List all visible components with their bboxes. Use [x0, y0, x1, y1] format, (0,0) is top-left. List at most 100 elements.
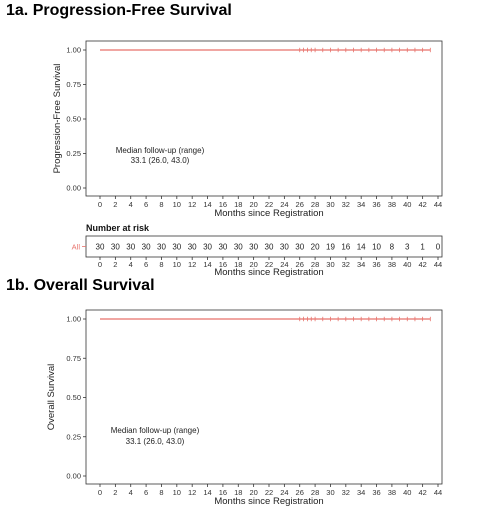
a-x-tick-label: 30 [326, 200, 334, 209]
risk-count: 19 [326, 243, 335, 252]
risk-count: 30 [142, 243, 151, 252]
b-x-tick-label: 8 [159, 488, 163, 497]
a-x-tick-label: 10 [173, 200, 181, 209]
risk-table-strata-label: All [72, 243, 81, 252]
a-x-tick-label: 42 [418, 200, 426, 209]
risk-x-tick-label: 44 [434, 260, 442, 269]
b-x-tick-label: 30 [326, 488, 334, 497]
risk-count: 30 [96, 243, 105, 252]
b-x-tick-label: 28 [311, 488, 319, 497]
b-x-tick-label: 20 [249, 488, 257, 497]
b-x-tick-label: 26 [296, 488, 304, 497]
a-y-tick-label: 0.75 [66, 80, 81, 89]
a-x-tick-label: 22 [265, 200, 273, 209]
risk-count: 30 [111, 243, 120, 252]
risk-count: 14 [357, 243, 366, 252]
risk-count: 30 [172, 243, 181, 252]
b-y-tick-label: 0.50 [66, 393, 81, 402]
risk-x-tick-label: 34 [357, 260, 365, 269]
b-x-tick-label: 14 [203, 488, 211, 497]
risk-x-tick-label: 38 [388, 260, 396, 269]
risk-x-tick-label: 26 [296, 260, 304, 269]
b-y-tick-label: 0.00 [66, 472, 81, 481]
risk-count: 30 [234, 243, 243, 252]
a-x-tick-label: 24 [280, 200, 288, 209]
pfs-y-axis-label: Progression-Free Survival [52, 64, 63, 174]
a-x-tick-label: 6 [144, 200, 148, 209]
a-x-tick-label: 16 [219, 200, 227, 209]
a-x-tick-label: 28 [311, 200, 319, 209]
b-y-tick-label: 1.00 [66, 315, 81, 324]
risk-x-tick-label: 4 [129, 260, 133, 269]
os-plot: 0.000.250.500.751.000 2 4 6 8 10 12 14 16 18 20 22 2… [46, 309, 443, 507]
b-x-tick-label: 44 [434, 488, 442, 497]
risk-x-tick-label: 8 [159, 260, 163, 269]
panel-b-title: 1b. Overall Survival [6, 277, 155, 294]
risk-count: 30 [203, 243, 212, 252]
os-plot-frame [85, 309, 443, 485]
os-x-axis-label: Months since Registration [214, 496, 323, 507]
a-y-tick-label: 0.00 [66, 184, 81, 193]
risk-count: 3 [405, 243, 410, 252]
b-x-tick-label: 38 [388, 488, 396, 497]
risk-count: 30 [265, 243, 274, 252]
risk-count: 30 [280, 243, 289, 252]
risk-count: 0 [436, 243, 441, 252]
a-x-tick-label: 18 [234, 200, 242, 209]
b-y-tick-label: 0.25 [66, 432, 81, 441]
b-x-tick-label: 6 [144, 488, 148, 497]
a-x-tick-label: 20 [249, 200, 257, 209]
b-x-tick-label: 24 [280, 488, 288, 497]
b-x-tick-label: 36 [372, 488, 380, 497]
risk-x-tick-label: 2 [113, 260, 117, 269]
a-x-tick-label: 44 [434, 200, 442, 209]
risk-count: 16 [341, 243, 350, 252]
a-y-tick-label: 1.00 [66, 46, 81, 55]
risk-x-tick-label: 14 [203, 260, 211, 269]
risk-table: Number at risk All 30 30 30 30 30 30 30 30 30 30 3… [72, 223, 443, 278]
b-x-tick-label: 42 [418, 488, 426, 497]
risk-x-tick-label: 24 [280, 260, 288, 269]
risk-x-tick-label: 6 [144, 260, 148, 269]
os-annotation-line2: 33.1 (26.0, 43.0) [126, 437, 185, 446]
a-x-tick-label: 2 [113, 200, 117, 209]
risk-x-tick-label: 30 [326, 260, 334, 269]
b-x-tick-label: 32 [342, 488, 350, 497]
b-x-tick-label: 34 [357, 488, 365, 497]
b-x-tick-label: 2 [113, 488, 117, 497]
risk-x-tick-label: 36 [372, 260, 380, 269]
b-x-tick-label: 22 [265, 488, 273, 497]
b-x-tick-label: 0 [98, 488, 102, 497]
a-x-tick-label: 8 [159, 200, 163, 209]
os-annotation-line1: Median follow-up (range) [111, 426, 200, 435]
pfs-plot-frame [85, 40, 443, 197]
risk-count: 30 [249, 243, 258, 252]
risk-x-tick-label: 28 [311, 260, 319, 269]
b-x-tick-label: 40 [403, 488, 411, 497]
risk-x-tick-label: 16 [219, 260, 227, 269]
a-x-tick-label: 36 [372, 200, 380, 209]
risk-x-tick-label: 22 [265, 260, 273, 269]
a-x-tick-label: 38 [388, 200, 396, 209]
a-x-tick-label: 40 [403, 200, 411, 209]
risk-count: 1 [420, 243, 425, 252]
panel-a-title: 1a. Progression-Free Survival [6, 2, 232, 19]
risk-count: 8 [390, 243, 395, 252]
risk-x-tick-label: 10 [173, 260, 181, 269]
os-y-axis-label: Overall Survival [46, 364, 57, 431]
pfs-annotation-line1: Median follow-up (range) [116, 146, 205, 155]
a-x-tick-label: 34 [357, 200, 365, 209]
pfs-plot: 0.000.250.500.751.000 2 4 6 8 10 12 14 16 18 20 22 2… [52, 40, 443, 219]
risk-count: 30 [218, 243, 227, 252]
risk-x-tick-label: 42 [418, 260, 426, 269]
risk-count: 30 [188, 243, 197, 252]
b-x-tick-label: 18 [234, 488, 242, 497]
risk-count: 30 [157, 243, 166, 252]
risk-x-tick-label: 20 [249, 260, 257, 269]
b-x-tick-label: 4 [129, 488, 133, 497]
pfs-annotation-line2: 33.1 (26.0, 43.0) [131, 156, 190, 165]
risk-x-tick-label: 40 [403, 260, 411, 269]
a-x-tick-label: 14 [203, 200, 211, 209]
b-x-tick-label: 16 [219, 488, 227, 497]
